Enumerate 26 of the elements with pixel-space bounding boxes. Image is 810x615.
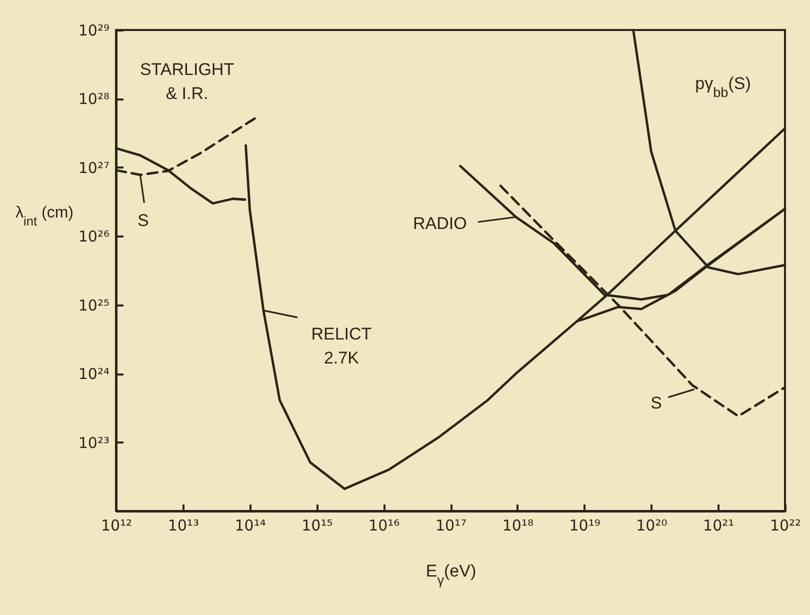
x-tick-label: 10¹² — [100, 516, 132, 534]
annotation: RELICT 2.7K — [311, 324, 372, 368]
x-axis-title: E$_{γ}$(eV) — [426, 562, 476, 587]
x-tick-label: 10¹⁴ — [234, 516, 266, 534]
x-tick-label: 10¹⁷ — [435, 516, 467, 534]
x-tick-label: 10¹⁶ — [368, 516, 400, 534]
y-axis-title: λ$_{int}$ (cm) — [16, 204, 74, 228]
x-tick-label: 10¹⁸ — [502, 516, 534, 534]
x-tick-label: 10²¹ — [703, 516, 734, 534]
annotation: S — [138, 210, 149, 230]
annotation: RADIO — [412, 214, 467, 233]
annotation: pγ$_{bb}$(S) — [695, 74, 751, 100]
x-tick-label: 10¹⁹ — [569, 516, 600, 534]
annotation: STARLIGHT & I.R. — [140, 60, 234, 103]
y-tick-label: 10²⁴ — [78, 365, 110, 384]
x-tick-label: 10²⁰ — [636, 516, 668, 534]
y-tick-label: 10²³ — [78, 434, 110, 452]
y-tick-label: 10²⁶ — [78, 228, 110, 246]
annotation: S — [650, 393, 662, 412]
y-tick-label: 10²⁷ — [78, 158, 110, 177]
y-tick-label: 10²⁵ — [78, 296, 110, 314]
x-tick-label: 10²² — [770, 516, 802, 534]
y-tick-label: 10²⁸ — [78, 90, 110, 108]
y-tick-label: 10²⁹ — [78, 22, 110, 40]
x-tick-label: 10¹³ — [168, 516, 199, 534]
x-tick-label: 10¹⁵ — [302, 516, 333, 534]
